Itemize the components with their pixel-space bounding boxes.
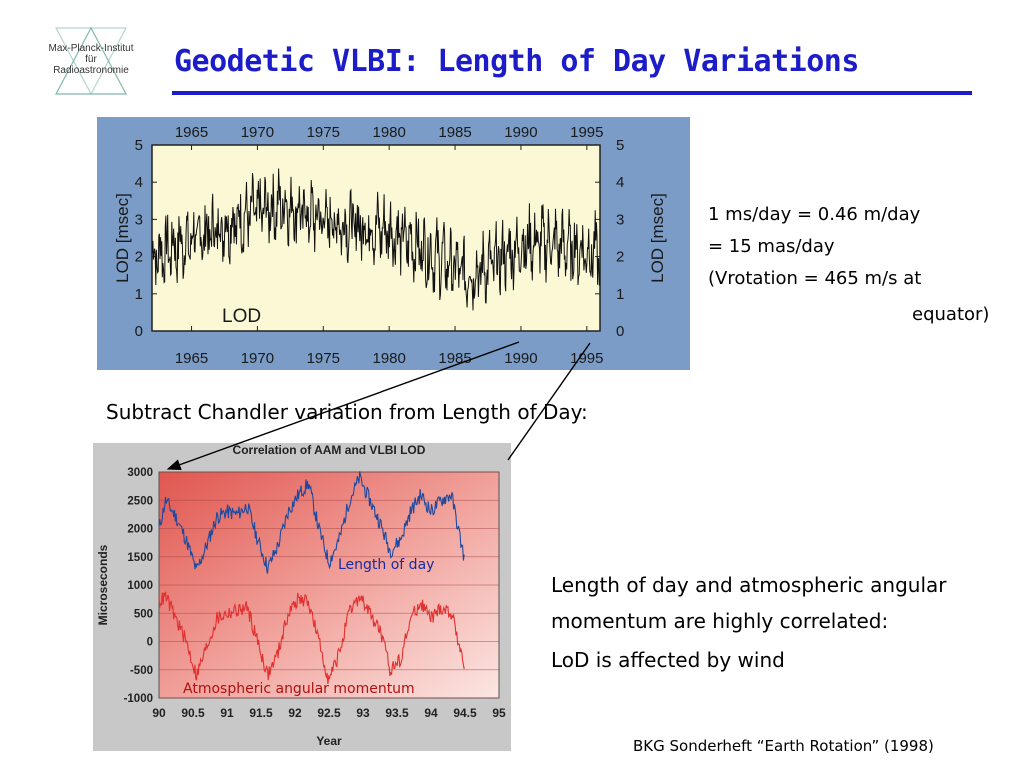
lod-plot-area bbox=[151, 144, 601, 332]
lod-y-ticks-right: 0 1 2 3 4 5 bbox=[595, 137, 624, 340]
lod-x-tick-top: 1975 bbox=[307, 124, 340, 141]
lod-y-tick-left: 3 bbox=[135, 211, 143, 228]
corr-aam-line bbox=[158, 591, 465, 684]
lod-series-label: LOD bbox=[222, 306, 261, 327]
institute-line-2: für bbox=[85, 54, 97, 65]
source-citation: BKG Sonderheft “Earth Rotation” (1998) bbox=[633, 737, 934, 755]
lod-y-tick-left: 2 bbox=[135, 249, 143, 266]
corr-y-tick: 0 bbox=[147, 637, 153, 649]
corr-chart-title: Correlation of AAM and VLBI LOD bbox=[233, 443, 426, 457]
lod-x-tick-top: 1985 bbox=[438, 124, 471, 141]
corr-series-label-aam: Atmospheric angular momentum bbox=[183, 681, 415, 697]
corr-lod-line bbox=[158, 471, 465, 574]
subtract-caption: Subtract Chandler variation from Length … bbox=[106, 400, 588, 424]
corr-x-tick: 92 bbox=[288, 706, 302, 720]
institute-line-3: Radioastronomie bbox=[53, 65, 129, 76]
lod-y-tick-right: 4 bbox=[616, 174, 624, 191]
lod-y-ticks-left: 0 1 2 3 4 5 bbox=[135, 137, 157, 340]
corr-y-tick: 2000 bbox=[127, 524, 153, 536]
conversion-line-3: (Vrotation = 465 m/s at bbox=[708, 268, 922, 289]
lod-x-tick-bottom: 1995 bbox=[570, 350, 603, 367]
lod-x-tick-top: 1970 bbox=[241, 124, 274, 141]
lod-x-tick-bottom: 1985 bbox=[438, 350, 471, 367]
corr-x-tick: 90.5 bbox=[181, 706, 205, 720]
lod-series-lines bbox=[151, 168, 600, 311]
lod-x-tick-bottom: 1980 bbox=[372, 350, 405, 367]
institute-name: Max-Planck-Institut für Radioastronomie bbox=[36, 43, 146, 76]
lod-chart: 1965 1970 1975 1980 1985 1990 1995 1965 1970 197… bbox=[97, 117, 690, 370]
corr-y-tick: -500 bbox=[130, 665, 153, 677]
lod-x-ticks-top: 1965 1970 1975 1980 1985 1990 1995 bbox=[175, 124, 604, 150]
conversion-line-2: = 15 mas/day bbox=[708, 236, 835, 257]
lod-x-tick-top: 1995 bbox=[570, 124, 603, 141]
lod-y-tick-left: 0 bbox=[135, 323, 143, 340]
corr-x-tick: 94.5 bbox=[453, 706, 477, 720]
lod-y-tick-left: 5 bbox=[135, 137, 143, 154]
lod-x-tick-bottom: 1990 bbox=[504, 350, 537, 367]
corr-x-tick: 92.5 bbox=[317, 706, 341, 720]
conversion-line-4: equator) bbox=[912, 304, 990, 325]
conclusion-line-1: Length of day and atmospheric angular bbox=[551, 573, 947, 597]
corr-x-tick: 90 bbox=[152, 706, 166, 720]
lod-series-line bbox=[151, 168, 600, 311]
lod-y-tick-left: 4 bbox=[135, 174, 143, 191]
corr-x-tick: 93 bbox=[356, 706, 370, 720]
lod-y-axis-label-left: LOD [msec] bbox=[113, 193, 132, 283]
corr-x-tick: 91.5 bbox=[249, 706, 273, 720]
lod-y-tick-left: 1 bbox=[135, 286, 143, 303]
corr-series-label-lod: Length of day bbox=[338, 557, 434, 573]
corr-y-tick: -1000 bbox=[124, 693, 153, 705]
slide-title: Geodetic VLBI: Length of Day Variations bbox=[174, 44, 859, 79]
corr-x-tick: 95 bbox=[492, 706, 506, 720]
lod-y-axis-label-right: LOD [msec] bbox=[648, 193, 667, 283]
conversion-line-1: 1 ms/day = 0.46 m/day bbox=[708, 204, 921, 225]
lod-x-tick-top: 1990 bbox=[504, 124, 537, 141]
corr-y-axis-label: Microseconds bbox=[96, 544, 110, 625]
correlation-chart: Correlation of AAM and VLBI LOD 3000 2500… bbox=[93, 443, 511, 751]
corr-x-tick: 93.5 bbox=[385, 706, 409, 720]
corr-x-tick: 91 bbox=[220, 706, 234, 720]
lod-x-tick-bottom: 1975 bbox=[307, 350, 340, 367]
conclusion-line-2: momentum are highly correlated: bbox=[551, 609, 889, 633]
institute-line-1: Max-Planck-Institut bbox=[48, 43, 134, 54]
title-underline bbox=[172, 91, 972, 95]
corr-y-tick: 1000 bbox=[127, 580, 153, 592]
corr-y-tick: 1500 bbox=[127, 552, 153, 564]
corr-x-tick: 94 bbox=[424, 706, 438, 720]
lod-x-tick-bottom: 1970 bbox=[241, 350, 274, 367]
lod-y-tick-right: 3 bbox=[616, 211, 624, 228]
lod-x-tick-top: 1965 bbox=[175, 124, 208, 141]
lod-y-tick-right: 0 bbox=[616, 323, 624, 340]
lod-y-tick-right: 1 bbox=[616, 286, 624, 303]
corr-y-tick: 2500 bbox=[127, 495, 153, 507]
corr-x-ticks: 90 90.5 91 91.5 92 92.5 93 93.5 94 94.5 95 bbox=[152, 706, 506, 720]
conclusion-line-3: LoD is affected by wind bbox=[551, 648, 785, 672]
corr-y-tick: 3000 bbox=[127, 467, 153, 479]
corr-y-ticks: 3000 2500 2000 1500 1000 500 0 -500 -1000 bbox=[124, 467, 153, 705]
corr-x-axis-label: Year bbox=[316, 734, 342, 748]
lod-x-tick-bottom: 1965 bbox=[175, 350, 208, 367]
corr-series-lines bbox=[158, 471, 465, 684]
lod-x-tick-top: 1980 bbox=[372, 124, 405, 141]
lod-y-tick-right: 5 bbox=[616, 137, 624, 154]
corr-y-tick: 500 bbox=[134, 608, 153, 620]
mpifr-logo bbox=[55, 26, 127, 96]
lod-y-tick-right: 2 bbox=[616, 249, 624, 266]
